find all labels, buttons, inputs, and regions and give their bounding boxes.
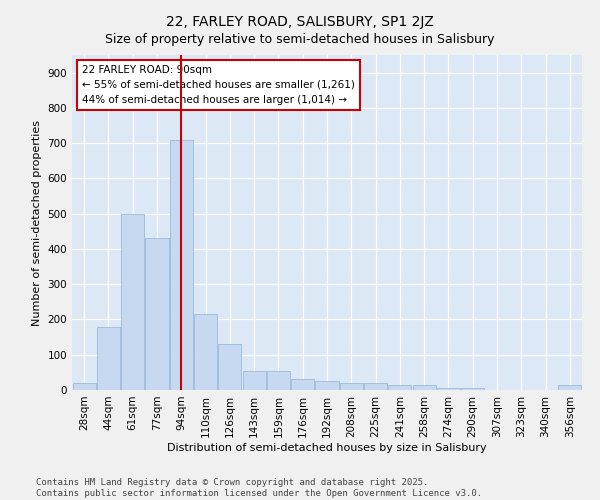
Bar	[242, 370, 266, 390]
Bar	[316, 381, 338, 390]
Bar	[388, 384, 412, 390]
Bar	[461, 388, 484, 390]
Bar	[340, 383, 363, 390]
Bar	[194, 314, 217, 390]
Y-axis label: Number of semi-detached properties: Number of semi-detached properties	[32, 120, 42, 326]
Bar	[145, 238, 169, 390]
Bar	[437, 388, 460, 390]
Text: Contains HM Land Registry data © Crown copyright and database right 2025.
Contai: Contains HM Land Registry data © Crown c…	[36, 478, 482, 498]
Bar	[170, 140, 193, 390]
Bar	[364, 383, 387, 390]
Bar	[413, 384, 436, 390]
Bar	[267, 370, 290, 390]
Bar	[291, 380, 314, 390]
Bar	[73, 383, 95, 390]
Text: Size of property relative to semi-detached houses in Salisbury: Size of property relative to semi-detach…	[105, 32, 495, 46]
Text: 22 FARLEY ROAD: 90sqm
← 55% of semi-detached houses are smaller (1,261)
44% of s: 22 FARLEY ROAD: 90sqm ← 55% of semi-deta…	[82, 65, 355, 104]
Bar	[559, 384, 581, 390]
Bar	[218, 344, 241, 390]
X-axis label: Distribution of semi-detached houses by size in Salisbury: Distribution of semi-detached houses by …	[167, 442, 487, 452]
Bar	[121, 214, 144, 390]
Bar	[97, 326, 120, 390]
Text: 22, FARLEY ROAD, SALISBURY, SP1 2JZ: 22, FARLEY ROAD, SALISBURY, SP1 2JZ	[166, 15, 434, 29]
